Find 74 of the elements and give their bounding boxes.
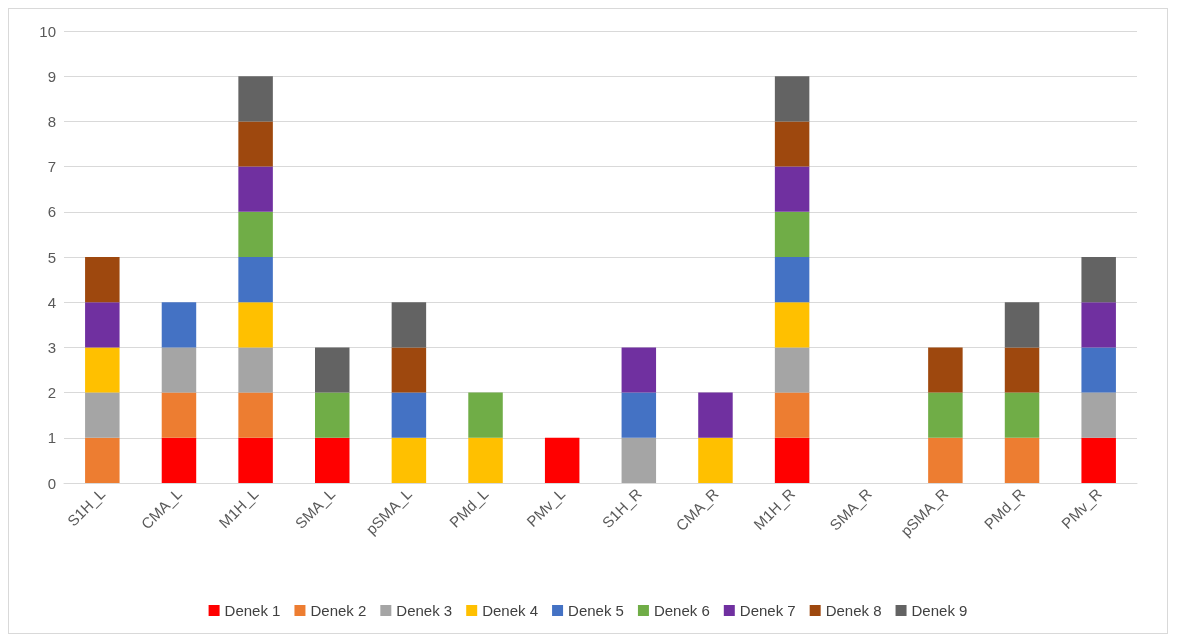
bar xyxy=(774,76,810,122)
y-tick-label: 7 xyxy=(47,158,56,176)
y-tick-label: 6 xyxy=(47,203,56,221)
bar xyxy=(238,211,273,257)
bar xyxy=(391,392,427,438)
bar xyxy=(621,392,657,438)
bar xyxy=(238,437,273,483)
bar xyxy=(85,302,120,348)
bar xyxy=(1081,302,1116,348)
bar xyxy=(1081,257,1116,303)
bar xyxy=(238,121,273,167)
bar xyxy=(928,347,963,393)
bar xyxy=(774,437,810,483)
bar xyxy=(238,166,273,212)
bar xyxy=(1004,302,1040,348)
legend-label: Denek 4 xyxy=(482,602,539,619)
y-tick-label: 8 xyxy=(47,112,56,130)
bar xyxy=(315,347,350,393)
bar xyxy=(161,302,197,348)
y-tick-label: 10 xyxy=(39,22,56,40)
bar xyxy=(85,257,120,303)
bar xyxy=(1004,347,1040,393)
legend-label: Denek 6 xyxy=(653,602,710,619)
bar xyxy=(774,121,810,167)
bar xyxy=(928,437,963,483)
bar xyxy=(85,437,120,483)
bar xyxy=(85,347,120,393)
legend-label: Denek 3 xyxy=(396,602,453,619)
bar xyxy=(391,302,427,348)
bar xyxy=(315,437,350,483)
legend-label: Denek 9 xyxy=(911,602,968,619)
bar xyxy=(698,392,733,438)
bar xyxy=(161,347,197,393)
bar xyxy=(315,392,350,438)
bar xyxy=(468,392,503,438)
bar xyxy=(238,302,273,348)
bar xyxy=(238,347,273,393)
bar xyxy=(774,211,810,257)
y-tick-label: 4 xyxy=(47,293,56,311)
bar xyxy=(161,392,197,438)
bar xyxy=(774,257,810,303)
y-tick-label: 3 xyxy=(47,338,56,356)
bar xyxy=(774,392,810,438)
bar xyxy=(85,392,120,438)
bar xyxy=(774,302,810,348)
legend-label: Denek 7 xyxy=(739,602,796,619)
bar xyxy=(238,392,273,438)
bar xyxy=(1081,437,1116,483)
bar xyxy=(1004,437,1040,483)
bar xyxy=(774,166,810,212)
legend-label: Denek 5 xyxy=(568,602,624,619)
y-tick-label: 5 xyxy=(47,248,56,266)
y-tick-label: 9 xyxy=(47,67,56,85)
bar xyxy=(621,347,657,393)
bar xyxy=(928,392,963,438)
bar xyxy=(238,257,273,303)
legend-label: Denek 8 xyxy=(825,602,882,619)
bar xyxy=(468,437,503,483)
bar xyxy=(544,437,580,483)
bar xyxy=(238,76,273,122)
bar xyxy=(1081,392,1116,438)
legend-label: Denek 2 xyxy=(310,602,367,619)
bar xyxy=(1004,392,1040,438)
bar xyxy=(391,347,427,393)
bar xyxy=(1081,347,1116,393)
legend-label: Denek 1 xyxy=(224,602,281,619)
bar xyxy=(621,437,657,483)
y-tick-label: 1 xyxy=(47,429,56,447)
y-tick-label: 0 xyxy=(47,474,56,492)
y-tick-label: 2 xyxy=(47,384,56,402)
bar xyxy=(391,437,427,483)
bar xyxy=(698,437,733,483)
bar xyxy=(161,437,197,483)
bar xyxy=(774,347,810,393)
